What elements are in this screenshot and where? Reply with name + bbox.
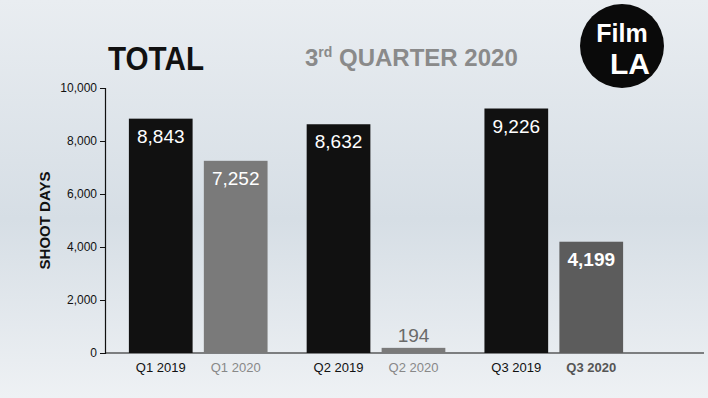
x-tick-label: Q1 2019: [136, 360, 186, 375]
subtitle: 3rd QUARTER 2020: [305, 44, 518, 71]
y-tick: 2,000: [67, 293, 105, 307]
data-label: 4,199: [567, 249, 615, 270]
data-label: 9,226: [493, 116, 541, 137]
chart-container: 0 2,000 4,000 6,000 8,000 10,000 8,843 7,252 8,6…: [0, 0, 708, 398]
background: [0, 0, 708, 398]
x-tick-label: Q2 2019: [314, 360, 364, 375]
y-tick-mark: [100, 88, 105, 89]
y-tick: 0: [90, 346, 105, 360]
logo-circle: [580, 4, 664, 88]
data-label: 7,252: [212, 168, 260, 189]
bars: [129, 109, 623, 353]
x-tick-label: Q3 2019: [491, 360, 541, 375]
y-tick: 8,000: [67, 134, 105, 148]
y-tick: 6,000: [67, 187, 105, 201]
logo: FilmLA: [580, 4, 664, 88]
y-tick-label: 2,000: [67, 293, 97, 307]
title: TOTAL: [108, 39, 204, 77]
y-tick-label: 4,000: [67, 240, 97, 254]
y-tick-label: 8,000: [67, 134, 97, 148]
y-tick-mark: [100, 247, 105, 248]
y-tick-label: 10,000: [60, 81, 97, 95]
chart-svg: 0 2,000 4,000 6,000 8,000 10,000 8,843 7,252 8,6…: [0, 0, 708, 398]
logo-text: LA: [610, 47, 650, 80]
y-tick-mark: [100, 353, 105, 354]
y-tick-mark: [100, 141, 105, 142]
bar: [382, 348, 446, 353]
bar: [484, 109, 548, 353]
bar: [559, 242, 623, 353]
y-axis-line: [100, 89, 106, 354]
y-tick-mark: [100, 194, 105, 195]
data-labels: 8,843 7,252 8,632 194 9,226 4,199: [137, 116, 615, 346]
x-labels: Q1 2019 Q1 2020 Q2 2019 Q2 2020 Q3 2019 Q3 20…: [136, 360, 616, 375]
y-tick: 4,000: [67, 240, 105, 254]
x-tick-label: Q2 2020: [389, 360, 439, 375]
bar: [129, 119, 193, 353]
data-label: 8,843: [137, 126, 185, 147]
y-tick: 10,000: [60, 81, 105, 95]
x-tick-label: Q3 2020: [566, 360, 616, 375]
y-tick-label: 6,000: [67, 187, 97, 201]
logo-text: Film: [596, 19, 647, 47]
bar: [307, 124, 371, 353]
data-label: 8,632: [315, 131, 363, 152]
bar: [204, 161, 268, 353]
x-tick-label: Q1 2020: [211, 360, 261, 375]
y-tick-label: 0: [90, 346, 97, 360]
y-axis: 0 2,000 4,000 6,000 8,000 10,000: [60, 81, 105, 360]
y-tick-mark: [100, 300, 105, 301]
y-axis-title: SHOOT DAYS: [36, 172, 53, 270]
data-label: 194: [398, 325, 430, 346]
